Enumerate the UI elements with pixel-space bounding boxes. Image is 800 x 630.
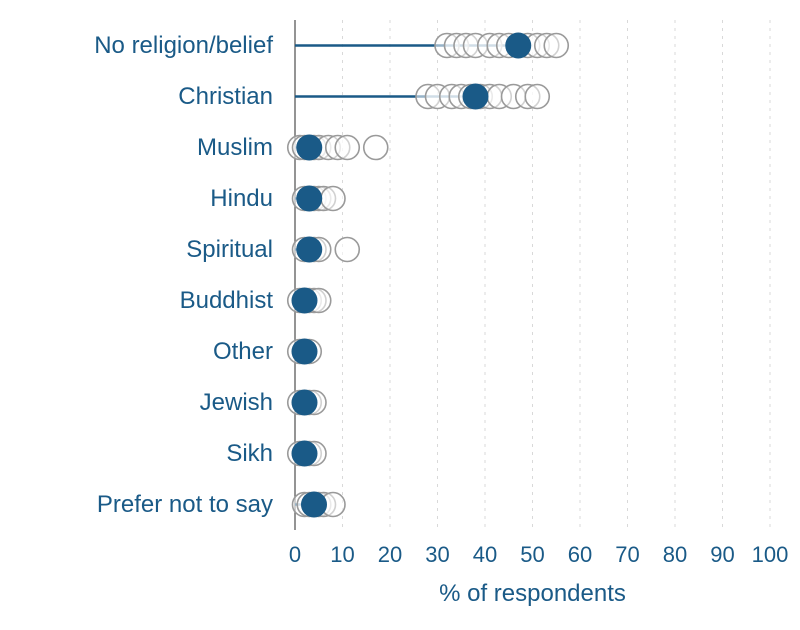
x-tick-label: 20 xyxy=(378,542,402,568)
category-label: Other xyxy=(213,338,273,366)
mean-point xyxy=(505,33,531,59)
x-tick-label: 50 xyxy=(520,542,544,568)
mean-point xyxy=(301,492,327,518)
x-tick-label: 30 xyxy=(425,542,449,568)
mean-point xyxy=(296,186,322,212)
mean-point xyxy=(292,441,318,467)
mean-point xyxy=(296,135,322,161)
dotplot-chart: No religion/belief Christian Muslim Hindu Sp… xyxy=(0,0,800,630)
x-axis-title: % of respondents xyxy=(439,580,626,608)
x-tick-label: 0 xyxy=(289,542,301,568)
x-tick-label: 60 xyxy=(568,542,592,568)
data-point xyxy=(321,187,345,211)
category-label: Buddhist xyxy=(180,287,273,315)
category-label: No religion/belief xyxy=(94,32,273,60)
x-tick-label: 100 xyxy=(752,542,789,568)
category-label: Muslim xyxy=(197,134,273,162)
data-point xyxy=(364,136,388,160)
data-point xyxy=(544,34,568,58)
category-label: Jewish xyxy=(200,389,273,417)
mean-point xyxy=(296,237,322,263)
category-label: Christian xyxy=(178,83,273,111)
x-tick-label: 80 xyxy=(663,542,687,568)
category-label: Prefer not to say xyxy=(97,491,273,519)
mean-point xyxy=(292,288,318,314)
x-tick-label: 90 xyxy=(710,542,734,568)
x-tick-label: 40 xyxy=(473,542,497,568)
data-point xyxy=(525,85,549,109)
x-tick-label: 10 xyxy=(330,542,354,568)
mean-point xyxy=(292,339,318,365)
data-point xyxy=(335,136,359,160)
mean-point xyxy=(292,390,318,416)
category-label: Sikh xyxy=(226,440,273,468)
mean-point xyxy=(463,84,489,110)
data-point xyxy=(335,238,359,262)
x-tick-label: 70 xyxy=(615,542,639,568)
category-label: Hindu xyxy=(210,185,273,213)
chart-svg xyxy=(0,0,800,630)
category-label: Spiritual xyxy=(186,236,273,264)
